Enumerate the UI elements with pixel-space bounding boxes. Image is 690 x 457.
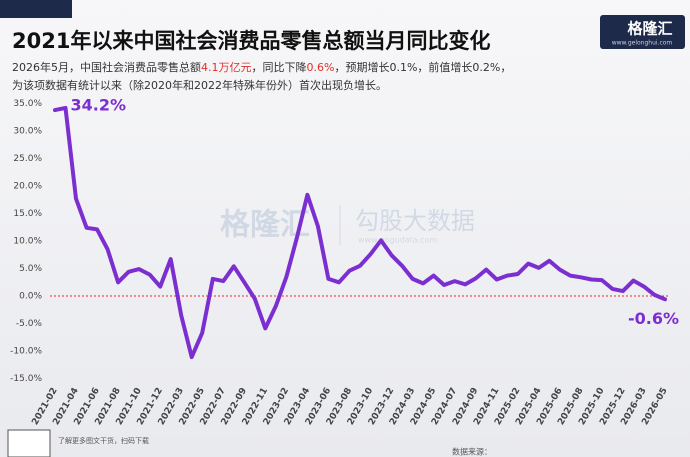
y-tick-label: 35.0%: [13, 99, 42, 109]
subtitle: 为该项数据有统计以来（除2020年和2022年特殊年份外）首次出现负增长。: [12, 78, 387, 92]
watermark-product: 勾股大数据: [355, 207, 475, 235]
subtitle-highlight: 4.1万亿元: [201, 61, 252, 74]
footer-note: 了解更多图文干货，扫码下载: [58, 436, 149, 445]
value-label: 34.2%: [71, 95, 127, 114]
logo-box: [600, 15, 685, 49]
value-label: -0.6%: [628, 309, 679, 328]
y-tick-label: 20.0%: [13, 182, 42, 192]
subtitle-part: 2026年5月，中国社会消费品零售总额: [12, 60, 201, 74]
y-tick-label: 25.0%: [13, 154, 42, 164]
chart-title: 2021年以来中国社会消费品零售总额当月同比变化: [12, 29, 490, 53]
y-tick-label: -10.0%: [10, 347, 42, 357]
watermark-brand: 格隆汇: [220, 208, 310, 243]
y-tick-label: -15.0%: [10, 374, 42, 384]
logo-name: 格隆汇: [627, 20, 672, 38]
y-tick-label: 10.0%: [13, 237, 42, 247]
watermark: 格隆汇 勾股大数据 www.gogudata.com: [220, 205, 475, 245]
subtitle-part: ，同比下降: [252, 60, 307, 74]
y-tick-label: 15.0%: [13, 209, 42, 219]
line-series: [53, 105, 667, 360]
y-tick-label: 0.0%: [19, 292, 42, 302]
qr-code: [7, 429, 51, 457]
logo-url: www.gelonghui.com: [612, 40, 673, 47]
y-tick-label: 30.0%: [13, 127, 42, 137]
subtitle-highlight: 0.6%: [307, 61, 335, 74]
subtitle: 2026年5月，中国社会消费品零售总额4.1万亿元，同比下降0.6%，预期增长0…: [12, 60, 511, 74]
y-tick-label: -5.0%: [16, 319, 43, 329]
header-bar: [0, 0, 72, 18]
y-tick-label: 5.0%: [19, 264, 42, 274]
footer-source: 数据来源：: [452, 447, 492, 457]
subtitle-part: ，预期增长0.1%，前值增长0.2%，: [334, 60, 511, 74]
watermark-url: www.gogudata.com: [358, 236, 437, 245]
